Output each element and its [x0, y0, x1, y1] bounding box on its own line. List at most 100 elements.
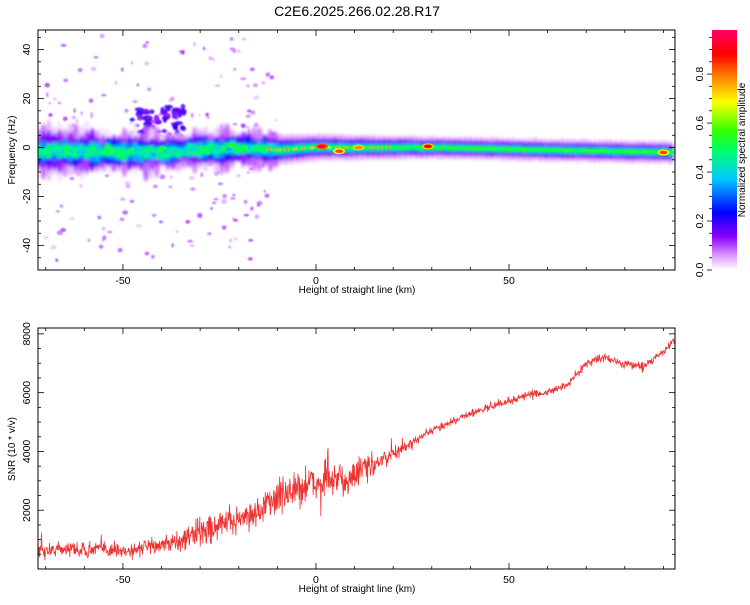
spectral-cluster-blob	[141, 108, 150, 114]
colorbar-tick-label: 0.2	[694, 214, 706, 229]
spectral-speckle	[264, 193, 270, 198]
spectral-speckle	[119, 197, 126, 201]
spectral-speckle	[217, 182, 223, 185]
figure-title: C2E6.2025.266.02.28.R17	[274, 3, 440, 19]
spectral-speckle	[168, 98, 173, 102]
spectral-speckle	[240, 77, 247, 81]
spectral-speckle	[125, 184, 131, 189]
x-tick-label: -50	[115, 574, 130, 586]
core-blob	[471, 146, 478, 151]
spectral-speckle	[130, 61, 134, 65]
peak-core	[659, 150, 668, 155]
core-blob	[619, 149, 626, 154]
core-blob	[526, 148, 534, 152]
y-tick-label: 4000	[21, 440, 33, 464]
snr-frame	[37, 327, 676, 570]
core-blob	[568, 148, 575, 153]
spectral-speckle	[136, 83, 140, 87]
left-core-blob	[207, 147, 216, 153]
spectral-speckle	[221, 199, 227, 205]
spectral-speckle	[233, 218, 238, 222]
spectral-speckle	[117, 247, 123, 253]
spectral-speckle	[107, 231, 113, 234]
spectral-speckle	[80, 111, 83, 116]
core-blob	[531, 148, 538, 152]
snr-y-label: SNR (10 * v/v)	[7, 417, 18, 481]
spectral-speckle	[205, 112, 210, 117]
left-core-blob	[193, 149, 202, 154]
spectral-cluster-blob	[161, 115, 170, 121]
spectral-cluster-blob	[142, 115, 153, 122]
spectrogram-axes: -50 0 50 -40 -20 0 20 40	[21, 30, 675, 287]
spectral-speckle	[200, 172, 203, 177]
spectral-speckle	[246, 84, 250, 88]
core-blob	[401, 145, 408, 150]
left-core-blob	[44, 148, 53, 154]
core-blob	[447, 146, 455, 150]
mid-peak-dot	[386, 146, 391, 149]
spectral-speckle	[240, 123, 246, 129]
core-blob	[535, 148, 543, 152]
left-core-blob	[237, 147, 242, 153]
spectrogram-y-label: Frequency (Hz)	[7, 116, 18, 185]
core-blob	[559, 148, 566, 152]
spectral-speckle	[102, 235, 107, 241]
spectral-speckle	[50, 245, 57, 250]
spectral-cluster-blob	[170, 110, 180, 115]
snr-line	[38, 338, 675, 561]
core-blob	[410, 145, 418, 150]
core-blob	[522, 147, 529, 152]
snr-plot-area	[38, 328, 675, 569]
spectral-cluster-blob	[172, 124, 178, 131]
spectral-speckle	[219, 74, 223, 79]
left-core-blob	[227, 143, 235, 148]
spectral-speckle	[221, 225, 227, 230]
spectral-cluster-blob	[161, 110, 168, 116]
spectral-cluster-blob	[149, 109, 155, 115]
core-blob	[489, 147, 496, 151]
spectral-speckle	[69, 177, 75, 180]
spectral-speckle	[254, 214, 260, 219]
left-core-blob	[186, 146, 195, 152]
spectral-speckle	[93, 56, 99, 59]
left-core-blob	[109, 148, 117, 155]
spectral-speckle	[229, 238, 233, 243]
spectral-speckle	[247, 257, 253, 261]
spectral-speckle	[185, 219, 191, 224]
peak-core	[317, 144, 326, 149]
spectral-speckle	[59, 204, 64, 208]
left-core-blob	[53, 150, 59, 155]
core-blob	[415, 145, 422, 150]
core-blob	[582, 149, 589, 153]
spectral-speckle	[207, 56, 214, 61]
peak-core	[354, 145, 363, 150]
spectral-cluster-blob	[161, 129, 168, 134]
spectral-cluster-blob	[165, 107, 172, 112]
spectral-speckle	[79, 183, 83, 188]
core-blob	[438, 146, 446, 150]
y-tick-label: -40	[21, 238, 33, 253]
spectral-speckle	[73, 108, 76, 113]
spectral-speckle	[207, 232, 212, 236]
spectral-speckle	[197, 213, 203, 218]
spectral-cluster-blob	[179, 125, 186, 131]
core-blob	[364, 145, 371, 150]
spectral-speckle	[234, 237, 238, 241]
spectral-speckle	[129, 121, 134, 125]
spectral-speckle	[237, 50, 241, 53]
spectral-speckle	[214, 84, 221, 88]
left-core-blob	[156, 147, 165, 152]
spectral-speckle	[211, 201, 217, 205]
spectrogram-frame	[37, 29, 676, 271]
mid-peak-dot	[369, 146, 374, 149]
core-blob	[392, 145, 399, 150]
left-core-blob	[92, 148, 97, 153]
colorbar-tick-label: 0.6	[694, 116, 706, 131]
core-blob	[614, 149, 622, 153]
spectral-speckle	[243, 199, 248, 204]
spectral-cluster-blob	[156, 120, 162, 125]
band-peaks	[315, 143, 670, 156]
x-tick-label: -50	[115, 275, 130, 287]
spectral-speckle	[121, 67, 124, 72]
spectral-cluster-blob	[135, 110, 143, 118]
